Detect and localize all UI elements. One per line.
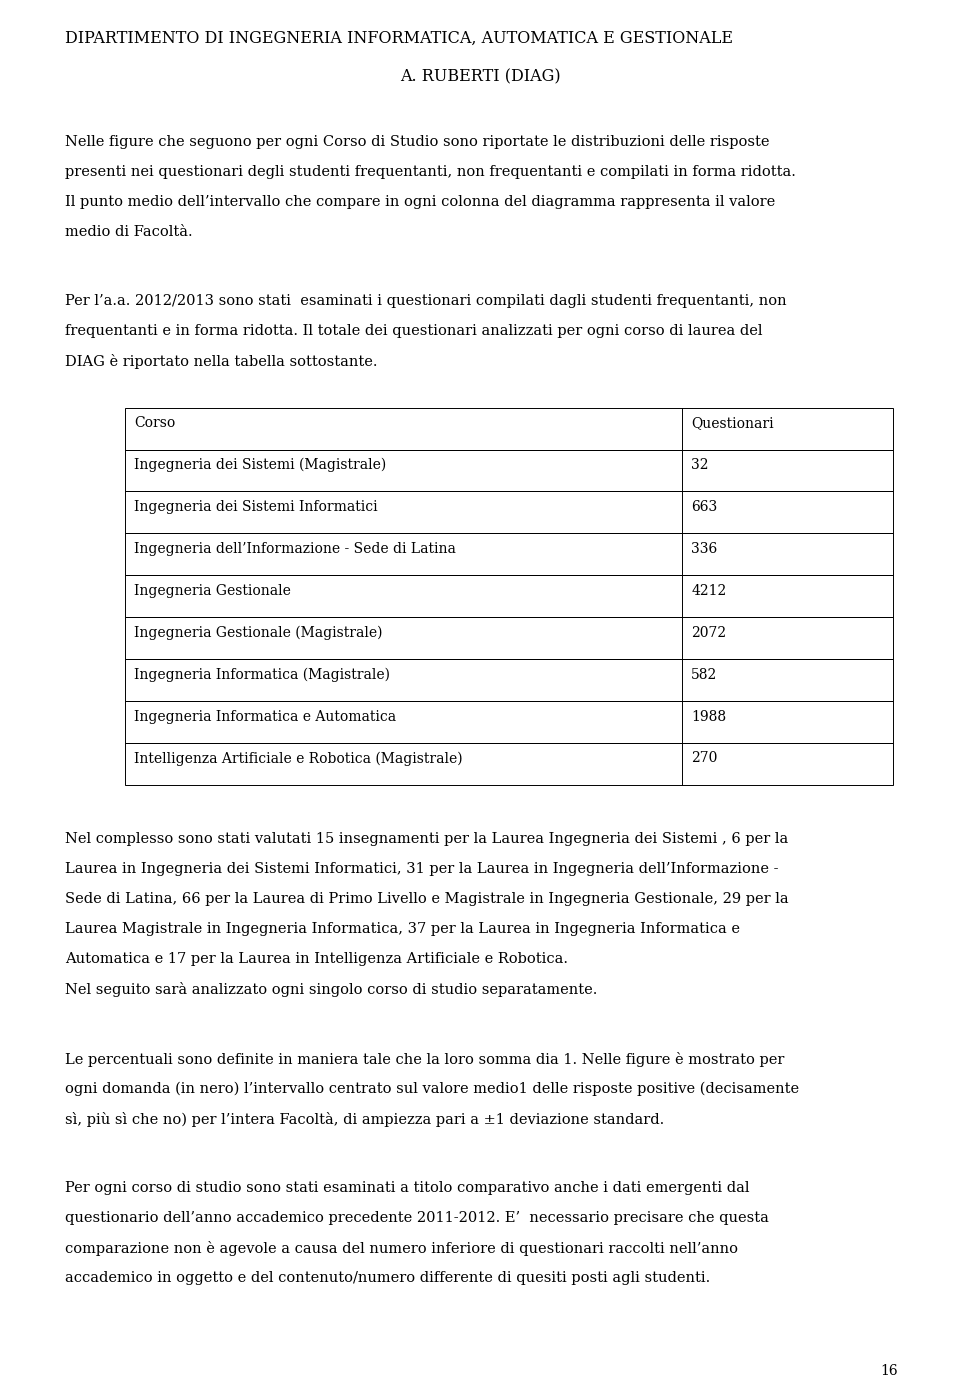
Text: 2072: 2072: [691, 626, 727, 640]
Text: Intelligenza Artificiale e Robotica (Magistrale): Intelligenza Artificiale e Robotica (Mag…: [134, 752, 463, 766]
Text: presenti nei questionari degli studenti frequentanti, non frequentanti e compila: presenti nei questionari degli studenti …: [65, 165, 796, 179]
Text: accademico in oggetto e del contenuto/numero differente di quesiti posti agli st: accademico in oggetto e del contenuto/nu…: [65, 1271, 710, 1285]
Text: Per ogni corso di studio sono stati esaminati a titolo comparativo anche i dati : Per ogni corso di studio sono stati esam…: [65, 1181, 750, 1195]
Text: Ingegneria Gestionale: Ingegneria Gestionale: [134, 584, 291, 598]
Bar: [125, 492, 893, 534]
Text: questionario dell’anno accademico precedente 2011-2012. E’  necessario precisare: questionario dell’anno accademico preced…: [65, 1211, 769, 1225]
Text: comparazione non è agevole a causa del numero inferiore di questionari raccolti : comparazione non è agevole a causa del n…: [65, 1241, 738, 1255]
Text: sì, più sì che no) per l’intera Facoltà, di ampiezza pari a ±1 deviazione standa: sì, più sì che no) per l’intera Facoltà,…: [65, 1111, 664, 1127]
Text: Ingegneria Gestionale (Magistrale): Ingegneria Gestionale (Magistrale): [134, 626, 383, 640]
Text: ogni domanda (in nero) l’intervallo centrato sul valore medio1 delle risposte po: ogni domanda (in nero) l’intervallo cent…: [65, 1082, 800, 1096]
Text: A. RUBERTI (DIAG): A. RUBERTI (DIAG): [399, 69, 561, 85]
Text: Laurea in Ingegneria dei Sistemi Informatici, 31 per la Laurea in Ingegneria del: Laurea in Ingegneria dei Sistemi Informa…: [65, 863, 779, 877]
Text: 1988: 1988: [691, 710, 727, 724]
Bar: [125, 576, 893, 618]
Text: DIPARTIMENTO DI INGEGNERIA INFORMATICA, AUTOMATICA E GESTIONALE: DIPARTIMENTO DI INGEGNERIA INFORMATICA, …: [65, 29, 733, 46]
Text: Ingegneria Informatica (Magistrale): Ingegneria Informatica (Magistrale): [134, 668, 391, 682]
Text: Il punto medio dell’intervallo che compare in ogni colonna del diagramma rappres: Il punto medio dell’intervallo che compa…: [65, 194, 776, 208]
Text: Nel seguito sarà analizzato ogni singolo corso di studio separatamente.: Nel seguito sarà analizzato ogni singolo…: [65, 983, 598, 997]
Bar: [125, 450, 893, 492]
Bar: [125, 534, 893, 576]
Text: Nelle figure che seguono per ogni Corso di Studio sono riportate le distribuzion: Nelle figure che seguono per ogni Corso …: [65, 134, 770, 148]
Text: Le percentuali sono definite in maniera tale che la loro somma dia 1. Nelle figu: Le percentuali sono definite in maniera …: [65, 1051, 784, 1067]
Text: Ingegneria Informatica e Automatica: Ingegneria Informatica e Automatica: [134, 710, 396, 724]
Text: 582: 582: [691, 668, 717, 682]
Text: medio di Facoltà.: medio di Facoltà.: [65, 225, 193, 239]
Text: Ingegneria dei Sistemi (Magistrale): Ingegneria dei Sistemi (Magistrale): [134, 459, 387, 473]
Text: Corso: Corso: [134, 417, 176, 431]
Text: 663: 663: [691, 500, 717, 514]
Text: 32: 32: [691, 459, 708, 473]
Text: Questionari: Questionari: [691, 417, 774, 431]
Text: Per l’a.a. 2012/2013 sono stati  esaminati i questionari compilati dagli student: Per l’a.a. 2012/2013 sono stati esaminat…: [65, 294, 787, 308]
Text: 336: 336: [691, 542, 717, 556]
Text: Nel complesso sono stati valutati 15 insegnamenti per la Laurea Ingegneria dei S: Nel complesso sono stati valutati 15 ins…: [65, 832, 788, 846]
Bar: [125, 618, 893, 660]
Bar: [125, 702, 893, 744]
Text: Sede di Latina, 66 per la Laurea di Primo Livello e Magistrale in Ingegneria Ges: Sede di Latina, 66 per la Laurea di Prim…: [65, 892, 789, 906]
Bar: [125, 744, 893, 786]
Text: 16: 16: [880, 1364, 898, 1378]
Text: 270: 270: [691, 752, 717, 766]
Text: Laurea Magistrale in Ingegneria Informatica, 37 per la Laurea in Ingegneria Info: Laurea Magistrale in Ingegneria Informat…: [65, 923, 740, 937]
Text: Automatica e 17 per la Laurea in Intelligenza Artificiale e Robotica.: Automatica e 17 per la Laurea in Intelli…: [65, 952, 568, 966]
Text: 4212: 4212: [691, 584, 727, 598]
Text: frequentanti e in forma ridotta. Il totale dei questionari analizzati per ogni c: frequentanti e in forma ridotta. Il tota…: [65, 324, 763, 338]
Text: Ingegneria dell’Informazione - Sede di Latina: Ingegneria dell’Informazione - Sede di L…: [134, 542, 456, 556]
Bar: [125, 408, 893, 450]
Text: DIAG è riportato nella tabella sottostante.: DIAG è riportato nella tabella sottostan…: [65, 354, 378, 369]
Text: Ingegneria dei Sistemi Informatici: Ingegneria dei Sistemi Informatici: [134, 500, 378, 514]
Bar: [125, 660, 893, 702]
